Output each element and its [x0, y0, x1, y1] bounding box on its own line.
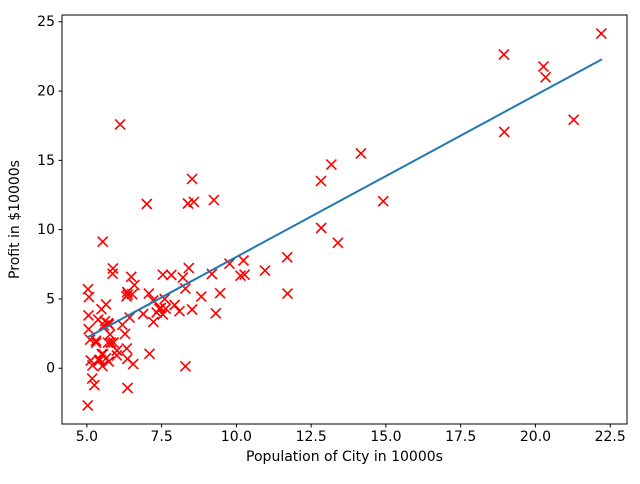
data-point-marker-x: [119, 328, 131, 340]
x-tick-label: 15.0: [370, 429, 401, 445]
data-point-marker-x: [114, 118, 126, 130]
data-point-marker-x: [111, 344, 123, 357]
y-axis-label: Profit in $10000s: [7, 160, 23, 279]
data-point-marker-x: [595, 28, 607, 40]
y-tick-label: 5: [46, 291, 55, 307]
y-tick-label: 20: [37, 84, 55, 100]
data-point-marker-x: [86, 359, 99, 371]
data-point-marker-x: [223, 258, 236, 270]
data-point-marker-x: [121, 342, 133, 355]
data-point-marker-x: [88, 379, 100, 391]
data-point-marker-x: [537, 61, 550, 73]
x-tick-label: 7.5: [151, 429, 173, 445]
data-point-marker-x: [208, 194, 220, 206]
data-point-marker-x: [540, 71, 552, 83]
data-point-marker-x: [188, 196, 200, 208]
data-point-marker-x: [86, 373, 98, 385]
data-point-marker-x: [355, 147, 367, 159]
data-point-marker-x: [237, 254, 250, 267]
axes-spines: [61, 14, 628, 425]
data-point-marker-x: [107, 262, 119, 274]
x-axis-label: Population of City in 10000s: [246, 449, 443, 465]
data-point-marker-x: [169, 299, 181, 311]
data-point-marker-x: [377, 195, 389, 207]
data-point-marker-x: [214, 287, 226, 299]
data-point-marker-x: [97, 236, 109, 248]
regression-line: [86, 58, 603, 339]
data-point-marker-x: [210, 307, 222, 319]
data-point-marker-x: [98, 319, 110, 332]
data-point-marker-x: [103, 356, 115, 368]
data-point-marker-x: [498, 126, 510, 138]
x-tick-label: 12.5: [296, 429, 327, 445]
data-point-marker-x: [281, 251, 293, 263]
data-point-marker-x: [568, 114, 580, 126]
data-point-marker-x: [157, 269, 169, 281]
data-point-marker-x: [151, 306, 163, 319]
data-point-marker-x: [165, 269, 177, 281]
data-point-marker-x: [325, 159, 337, 171]
data-point-marker-x: [96, 360, 108, 372]
data-point-marker-x: [102, 337, 114, 349]
data-point-marker-x: [83, 323, 95, 335]
data-point-marker-x: [141, 198, 153, 210]
data-point-marker-x: [90, 335, 102, 347]
data-point-marker-x: [177, 272, 189, 284]
data-point-marker-x: [159, 293, 171, 305]
x-tick-label: 10.0: [221, 429, 252, 445]
data-point-marker-x: [183, 262, 195, 274]
data-point-marker-x: [90, 337, 102, 349]
data-point-marker-x: [137, 308, 149, 320]
data-point-marker-x: [259, 265, 271, 277]
series-layer: [82, 28, 607, 411]
data-point-marker-x: [206, 268, 218, 280]
data-point-marker-x: [125, 271, 137, 283]
data-point-marker-x: [498, 48, 510, 61]
data-point-marker-x: [143, 288, 155, 300]
data-point-marker-x: [173, 305, 186, 317]
data-point-marker-x: [126, 288, 138, 300]
y-tick-label: 15: [37, 153, 55, 169]
data-point-marker-x: [82, 309, 95, 321]
x-tick-label: 17.5: [445, 429, 476, 445]
data-point-marker-x: [99, 315, 111, 327]
x-tick-label: 22.5: [595, 429, 626, 445]
data-point-marker-x: [100, 298, 112, 310]
x-tick-label: 20.0: [520, 429, 551, 445]
data-point-marker-x: [82, 399, 94, 411]
data-point-marker-x: [107, 268, 119, 280]
data-point-marker-x: [97, 348, 109, 360]
axes-ticks-layer: 5.0 7.5 10.0 12.5 15.0 17.5 20.0 22.5 0 5 10 15 20 25: [37, 14, 626, 445]
data-point-marker-x: [147, 316, 159, 328]
data-point-marker-x: [315, 222, 327, 234]
data-point-marker-x: [121, 382, 134, 394]
data-point-marker-x: [105, 337, 117, 349]
data-point-marker-x: [332, 237, 344, 249]
data-point-marker-x: [315, 175, 327, 187]
data-point-marker-x: [121, 353, 133, 365]
data-point-marker-x: [239, 269, 251, 281]
y-tick-label: 10: [37, 222, 55, 238]
data-point-marker-x: [94, 354, 106, 366]
data-point-marker-x: [234, 270, 247, 282]
x-tick-label: 5.0: [76, 429, 98, 445]
y-tick-label: 0: [46, 361, 55, 377]
data-point-marker-x: [186, 303, 198, 316]
data-point-marker-x: [160, 303, 172, 315]
data-point-marker-x: [82, 283, 94, 295]
data-point-marker-x: [120, 290, 133, 302]
data-point-marker-x: [179, 360, 191, 372]
data-point-marker-x: [195, 291, 207, 303]
data-point-marker-x: [157, 308, 169, 320]
data-point-marker-x: [281, 288, 294, 300]
data-point-marker-x: [186, 173, 198, 185]
y-tick-label: 25: [37, 14, 55, 30]
data-point-marker-x: [111, 349, 123, 361]
data-point-marker-x: [143, 348, 156, 360]
